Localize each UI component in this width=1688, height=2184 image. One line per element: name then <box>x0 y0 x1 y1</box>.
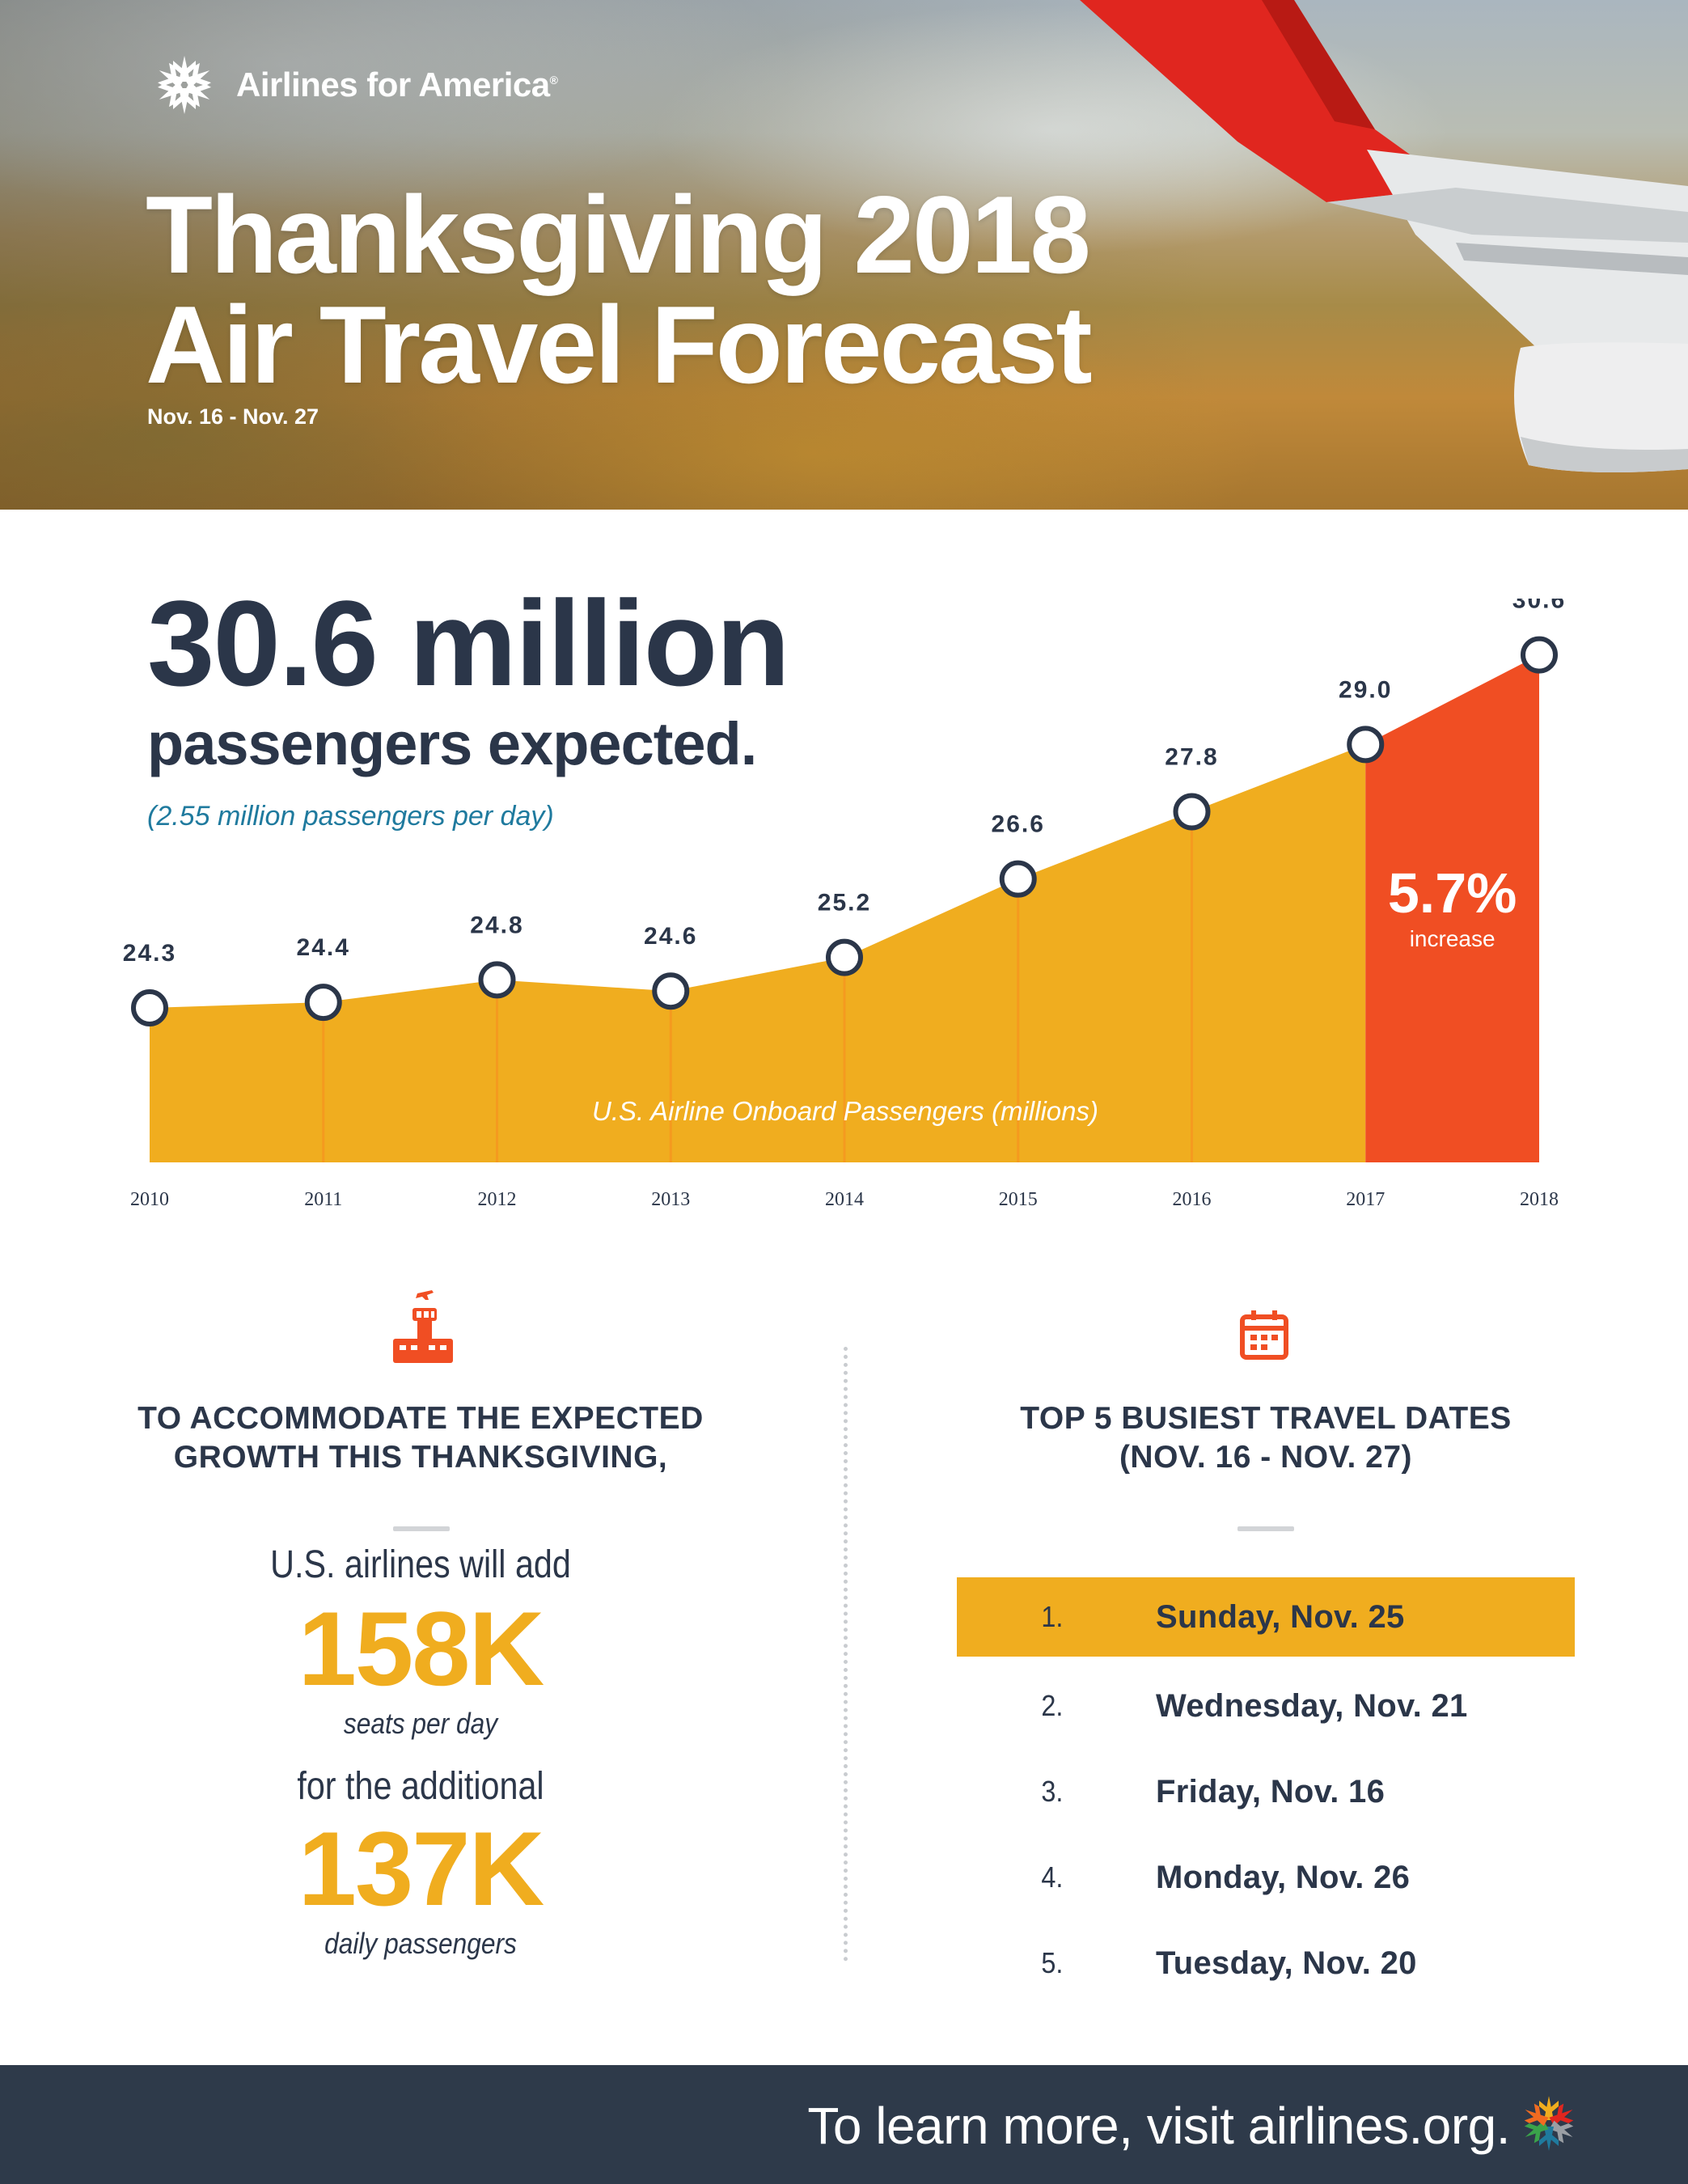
data-label: 24.3 <box>123 940 176 967</box>
x-tick-label: 2011 <box>304 1189 342 1210</box>
travel-date: Friday, Nov. 16 <box>1156 1773 1386 1809</box>
growth-stats: U.S. airlines will add 158K seats per da… <box>105 1537 736 1964</box>
headline-number: 30.6 million <box>147 575 790 711</box>
snowflake-logo-icon <box>153 56 216 114</box>
x-tick-label: 2014 <box>825 1189 864 1210</box>
data-label: 27.8 <box>1165 744 1218 771</box>
data-point <box>826 938 863 976</box>
rank-number: 3. <box>1041 1775 1064 1808</box>
travel-date: Wednesday, Nov. 21 <box>1156 1687 1468 1724</box>
chart-highlight-area <box>1365 654 1539 1162</box>
hero-shade <box>0 0 1213 510</box>
growth-divider-dash <box>393 1526 450 1531</box>
seats-per-day-number: 158K <box>298 1589 545 1708</box>
list-item: 1. Sunday, Nov. 25 <box>957 1577 1575 1657</box>
headline-subtext: (2.55 million passengers per day) <box>147 801 554 832</box>
busiest-divider-dash <box>1237 1526 1294 1531</box>
x-tick-label: 2018 <box>1520 1189 1559 1210</box>
airport-tower-icon <box>393 1290 453 1363</box>
passenger-area-chart: 24.3 2010 24.4 2011 24.8 2012 24.6 2013 25.2 2014… <box>0 599 1688 1230</box>
growth-title: TO ACCOMMODATE THE EXPECTED GROWTH THIS … <box>97 1399 744 1477</box>
data-point <box>1173 793 1211 831</box>
data-label: 25.2 <box>818 890 871 916</box>
logo-text: Airlines for America® <box>236 66 558 104</box>
travel-date: Sunday, Nov. 25 <box>1156 1598 1405 1635</box>
busiest-title-line-2: (NOV. 16 - NOV. 27) <box>1119 1440 1413 1475</box>
daily-passengers-number: 137K <box>298 1809 545 1928</box>
calendar-icon <box>1240 1310 1288 1360</box>
travel-date: Tuesday, Nov. 20 <box>1156 1945 1417 1981</box>
data-point <box>1347 726 1385 764</box>
list-item: 3. Friday, Nov. 16 <box>957 1749 1575 1835</box>
data-label: 24.4 <box>297 934 350 961</box>
daily-passengers-note: daily passengers <box>324 1927 517 1960</box>
data-label: 29.0 <box>1339 676 1392 703</box>
footer-link[interactable]: To learn more, visit airlines.org. <box>807 2097 1510 2155</box>
data-point <box>1521 636 1558 674</box>
rank-number: 1. <box>1041 1600 1064 1633</box>
data-point <box>304 984 342 1022</box>
registered-mark: ® <box>549 74 558 87</box>
seats-per-day-note: seats per day <box>343 1707 498 1740</box>
growth-title-line-1: TO ACCOMMODATE THE EXPECTED <box>137 1401 704 1436</box>
rank-number: 5. <box>1041 1946 1064 1979</box>
list-item: 4. Monday, Nov. 26 <box>957 1835 1575 1920</box>
data-point <box>478 961 516 999</box>
series-label: U.S. Airline Onboard Passengers (million… <box>592 1096 1098 1126</box>
x-tick-label: 2015 <box>999 1189 1038 1210</box>
growth-line-2: for the additional <box>297 1765 544 1808</box>
rank-number: 4. <box>1041 1860 1064 1894</box>
airplane-wing-icon <box>1080 0 1688 472</box>
data-label: 26.6 <box>992 811 1045 838</box>
footer-bar: To learn more, visit airlines.org. <box>0 2065 1688 2184</box>
data-point <box>999 860 1037 898</box>
data-label: 24.6 <box>644 923 697 950</box>
data-label: 24.8 <box>470 912 523 938</box>
x-tick-label: 2013 <box>651 1189 690 1210</box>
column-divider <box>844 1347 848 1962</box>
x-tick-label: 2016 <box>1173 1189 1212 1210</box>
colorful-snowflake-logo-icon <box>1520 2096 1578 2151</box>
x-tick-label: 2017 <box>1346 1189 1385 1210</box>
data-point <box>652 972 690 1010</box>
title-line-2: Air Travel Forecast <box>146 283 1093 406</box>
travel-date: Monday, Nov. 26 <box>1156 1859 1411 1895</box>
busiest-title-line-1: TOP 5 BUSIEST TRAVEL DATES <box>1020 1401 1512 1436</box>
x-tick-label: 2010 <box>130 1189 169 1210</box>
x-tick-label: 2012 <box>478 1189 517 1210</box>
increase-value: 5.7% <box>1388 861 1517 925</box>
growth-title-line-2: GROWTH THIS THANKSGIVING, <box>173 1440 668 1475</box>
list-item: 5. Tuesday, Nov. 20 <box>957 1920 1575 2006</box>
data-label: 30.6 <box>1512 599 1566 614</box>
page-title: Thanksgiving 2018 Air Travel Forecast <box>146 173 1093 406</box>
busiest-dates-list: 1. Sunday, Nov. 25 2. Wednesday, Nov. 21… <box>957 1577 1575 2006</box>
forecast-dates: Nov. 16 - Nov. 27 <box>147 404 319 429</box>
data-point <box>131 989 168 1027</box>
title-line-1: Thanksgiving 2018 <box>146 173 1091 296</box>
chart-canvas: 24.3 2010 24.4 2011 24.8 2012 24.6 2013 25.2 2014… <box>123 599 1566 1210</box>
airlines-for-america-logo[interactable]: Airlines for America® <box>146 52 558 118</box>
increase-label: increase <box>1410 926 1496 951</box>
list-item: 2. Wednesday, Nov. 21 <box>957 1663 1575 1749</box>
busiest-title: TOP 5 BUSIEST TRAVEL DATES (NOV. 16 - NO… <box>941 1399 1591 1477</box>
growth-line-1: U.S. airlines will add <box>270 1543 571 1586</box>
rank-number: 2. <box>1041 1689 1064 1722</box>
hero-banner: Airlines for America® Thanksgiving 2018 … <box>0 0 1688 510</box>
headline-label: passengers expected. <box>147 710 757 777</box>
chart-area <box>150 744 1366 1162</box>
